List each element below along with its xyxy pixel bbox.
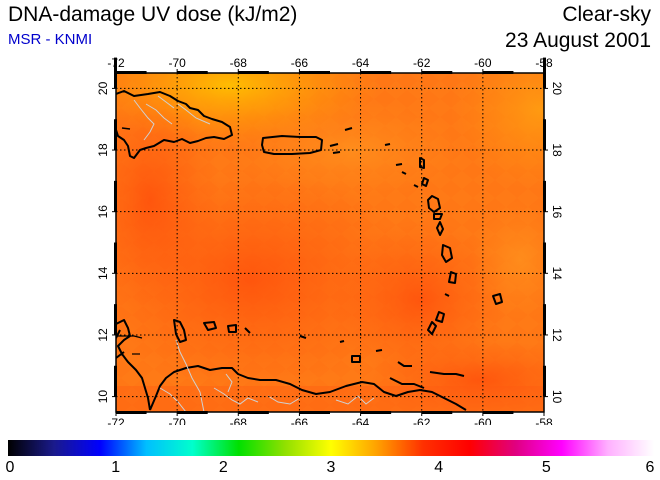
tick-label-left: 12: [96, 328, 110, 342]
frame-band-bottom: [482, 411, 514, 414]
colorbar-label: 0: [5, 459, 15, 476]
colorbar-label: 2: [218, 459, 228, 476]
frame-band-top: [238, 71, 269, 74]
tick-label-left: 18: [96, 143, 110, 157]
frame-band-bottom: [116, 411, 147, 414]
frame-band-top: [299, 71, 330, 74]
tick-label-bottom: -66: [291, 416, 309, 425]
tick-label-left: 10: [96, 390, 110, 404]
date-label: 23 August 2001: [505, 29, 651, 52]
axis-ticks: [112, 57, 548, 416]
colorbar-label: 3: [326, 459, 336, 476]
frame-band-left: [114, 119, 117, 151]
colorbar-label: 4: [434, 459, 444, 476]
sky-condition-label: Clear-sky: [562, 3, 651, 26]
tick-label-top: -68: [230, 56, 248, 70]
tick-label-right: 18: [550, 143, 564, 157]
frame-band-right: [543, 365, 546, 397]
frame-band-right: [543, 57, 546, 89]
frame-band-left: [114, 57, 117, 89]
frame-band-right: [543, 242, 546, 274]
tick-label-bottom: -58: [535, 416, 553, 425]
frame-band-bottom: [238, 411, 269, 414]
tick-label-top: -66: [291, 56, 309, 70]
coast-hispaniola: [116, 90, 233, 159]
frame-band-top: [360, 71, 392, 74]
colorbar-label: 6: [645, 459, 655, 476]
colorbar-label: 1: [111, 459, 121, 476]
coast-puerto-rico: [261, 135, 323, 155]
map-title: DNA-damage UV dose (kJ/m2): [8, 3, 298, 26]
tick-label-bottom: -62: [413, 416, 431, 425]
frame-band-bottom: [177, 411, 208, 414]
tick-label-right: 20: [550, 82, 564, 96]
country-borders: [133, 95, 375, 412]
tick-label-right: 10: [550, 390, 564, 404]
tick-label-top: -60: [474, 56, 492, 70]
tick-label-top: -64: [352, 56, 370, 70]
tick-label-left: 14: [96, 266, 110, 280]
tick-label-right: 12: [550, 328, 564, 342]
tick-label-bottom: -72: [107, 416, 125, 425]
tick-label-left: 20: [96, 81, 110, 95]
tick-label-top: -62: [413, 56, 431, 70]
tick-label-top: -72: [107, 56, 125, 70]
uv-dose-map: -72 -72 -70 -70 -68 -68 -66 -66 -64 -64 -62 -62 -60 -…: [96, 56, 564, 425]
tick-label-bottom: -68: [230, 416, 248, 425]
tick-label-left: 16: [96, 205, 110, 219]
tick-label-right: 16: [550, 205, 564, 219]
frame-band-top: [116, 71, 147, 74]
axis-tick-labels: -72 -72 -70 -70 -68 -68 -66 -66 -64 -64 -62 -62 -60 -…: [96, 56, 564, 425]
tick-label-bottom: -70: [168, 416, 186, 425]
graticule: [116, 73, 544, 412]
frame-band-left: [114, 365, 117, 397]
frame-band-right: [543, 180, 546, 212]
frame-band-bottom: [299, 411, 330, 414]
colorbar-label: 5: [541, 459, 551, 476]
frame-band-right: [543, 304, 546, 335]
tick-label-top: -70: [168, 56, 186, 70]
coast-south-america: [116, 319, 467, 411]
tick-label-top: -58: [535, 56, 553, 70]
tick-label-bottom: -60: [474, 416, 492, 425]
colorbar: [8, 440, 654, 456]
tick-label-bottom: -64: [352, 416, 370, 425]
uv-field: [116, 73, 544, 412]
frame-band-bottom: [360, 411, 392, 414]
coastlines: [116, 90, 503, 411]
frame-band-bottom: [421, 411, 453, 414]
frame-band-top: [482, 71, 514, 74]
frame-band-left: [114, 242, 117, 274]
frame-band-left: [114, 304, 117, 335]
frame-band-top: [421, 71, 453, 74]
frame-band-right: [543, 119, 546, 151]
frame-band-left: [114, 180, 117, 212]
source-label: MSR - KNMI: [8, 31, 93, 48]
tick-label-right: 14: [550, 267, 564, 281]
frame-band-top: [177, 71, 208, 74]
